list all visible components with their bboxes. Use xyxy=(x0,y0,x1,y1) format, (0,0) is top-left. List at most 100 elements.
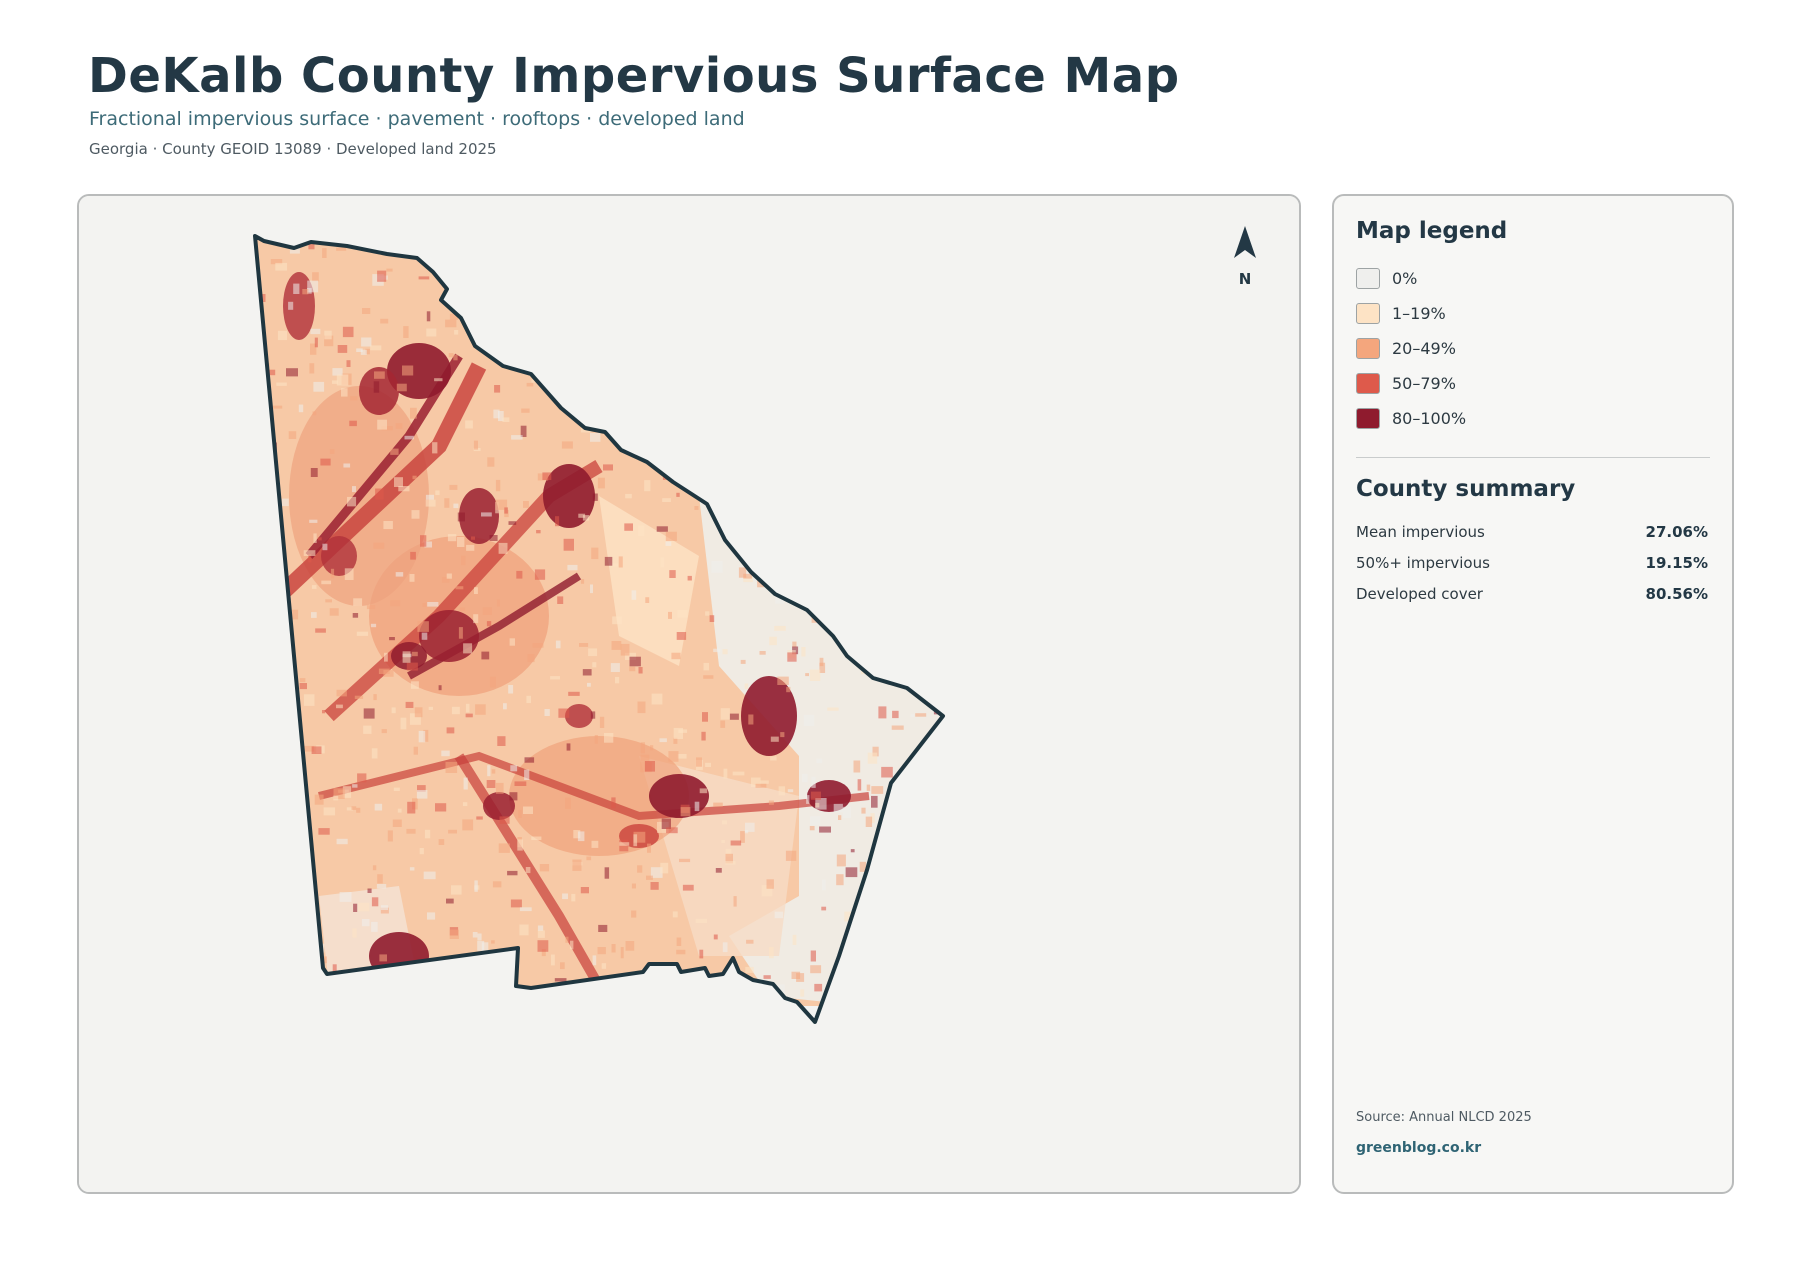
raster-cell xyxy=(332,964,337,976)
raster-cell xyxy=(785,850,797,861)
summary-row: Mean impervious 27.06% xyxy=(1356,516,1708,547)
site-link[interactable]: greenblog.co.kr xyxy=(1356,1140,1482,1156)
raster-cell xyxy=(373,694,377,701)
raster-cell xyxy=(827,707,839,711)
raster-cell xyxy=(604,867,610,879)
raster-cell xyxy=(453,503,459,509)
raster-cell xyxy=(465,420,473,429)
raster-cell xyxy=(435,490,440,496)
raster-cell xyxy=(302,289,309,295)
raster-cell xyxy=(803,714,815,726)
raster-cell xyxy=(403,326,409,338)
raster-cell xyxy=(645,597,650,603)
raster-cell xyxy=(720,720,726,728)
raster-cell xyxy=(309,519,318,523)
raster-cell xyxy=(665,541,672,546)
raster-cell xyxy=(527,654,535,663)
raster-cell xyxy=(671,652,681,660)
stat-label: Mean impervious xyxy=(1356,522,1485,541)
raster-cell xyxy=(373,381,380,393)
raster-cell xyxy=(473,614,479,624)
raster-cell xyxy=(366,605,376,610)
raster-cell xyxy=(715,868,722,873)
raster-cell xyxy=(481,512,492,517)
raster-cell xyxy=(453,354,458,361)
raster-cell xyxy=(310,468,318,477)
raster-cell xyxy=(308,243,315,250)
raster-cell xyxy=(792,934,797,945)
raster-cell xyxy=(303,694,315,706)
raster-cell xyxy=(534,569,546,580)
raster-cell xyxy=(441,750,450,757)
raster-cell xyxy=(629,656,641,667)
raster-cell xyxy=(432,442,438,454)
raster-cell xyxy=(411,651,418,657)
raster-cell xyxy=(604,733,614,743)
stat-label: 50%+ impervious xyxy=(1356,553,1490,572)
raster-cell xyxy=(494,385,501,393)
raster-cell xyxy=(390,448,399,455)
raster-cell xyxy=(732,771,745,776)
raster-cell xyxy=(282,498,289,507)
raster-cell xyxy=(673,727,683,739)
raster-cell xyxy=(498,843,510,853)
raster-cell xyxy=(423,871,436,880)
raster-cell xyxy=(814,983,823,992)
raster-cell xyxy=(518,809,522,818)
raster-cell xyxy=(509,638,515,646)
raster-cell xyxy=(740,659,746,664)
raster-cell xyxy=(590,584,593,594)
raster-cell xyxy=(267,369,276,376)
raster-cell xyxy=(441,576,450,583)
raster-cell xyxy=(745,822,755,832)
raster-cell xyxy=(324,330,332,340)
raster-cell xyxy=(915,713,927,717)
raster-cell xyxy=(872,746,879,757)
raster-cell xyxy=(810,816,821,826)
raster-cell xyxy=(377,419,387,430)
raster-cell xyxy=(313,533,317,543)
raster-cell xyxy=(409,867,415,871)
raster-cell xyxy=(676,632,687,640)
raster-cell xyxy=(308,554,312,563)
raster-cell xyxy=(550,954,555,966)
raster-cell xyxy=(582,669,592,676)
county-map[interactable] xyxy=(79,196,1299,1192)
raster-cell xyxy=(446,573,452,579)
raster-cell xyxy=(356,807,361,813)
raster-cell xyxy=(354,695,364,699)
raster-cell xyxy=(705,762,711,767)
raster-cell xyxy=(588,648,598,657)
raster-cell xyxy=(357,773,367,783)
raster-cell xyxy=(861,807,866,814)
raster-cell xyxy=(532,643,544,648)
raster-cell xyxy=(511,435,523,440)
raster-cell xyxy=(555,516,560,527)
raster-cell xyxy=(497,736,506,746)
raster-cell xyxy=(336,689,347,697)
raster-cell xyxy=(565,797,571,809)
summary-row: Developed cover 80.56% xyxy=(1356,578,1708,609)
raster-cell xyxy=(573,830,581,839)
raster-cell xyxy=(560,962,565,970)
raster-cell xyxy=(554,978,567,982)
raster-cell xyxy=(420,535,427,547)
raster-cell xyxy=(495,782,504,794)
raster-cell xyxy=(669,570,676,578)
map-frame[interactable] xyxy=(77,194,1301,1194)
raster-cell xyxy=(792,641,797,648)
raster-cell xyxy=(631,883,636,889)
raster-cell xyxy=(293,283,300,294)
raster-cell xyxy=(352,486,356,493)
raster-cell xyxy=(447,534,457,542)
raster-cell xyxy=(744,683,749,689)
raster-cell xyxy=(361,337,372,347)
raster-cell xyxy=(541,949,546,957)
raster-cell xyxy=(644,480,651,492)
raster-cell xyxy=(371,897,379,907)
raster-cell xyxy=(768,800,774,805)
raster-cell xyxy=(466,544,475,551)
raster-cell xyxy=(517,839,523,851)
raster-cell xyxy=(722,649,728,655)
raster-cell xyxy=(640,742,645,754)
